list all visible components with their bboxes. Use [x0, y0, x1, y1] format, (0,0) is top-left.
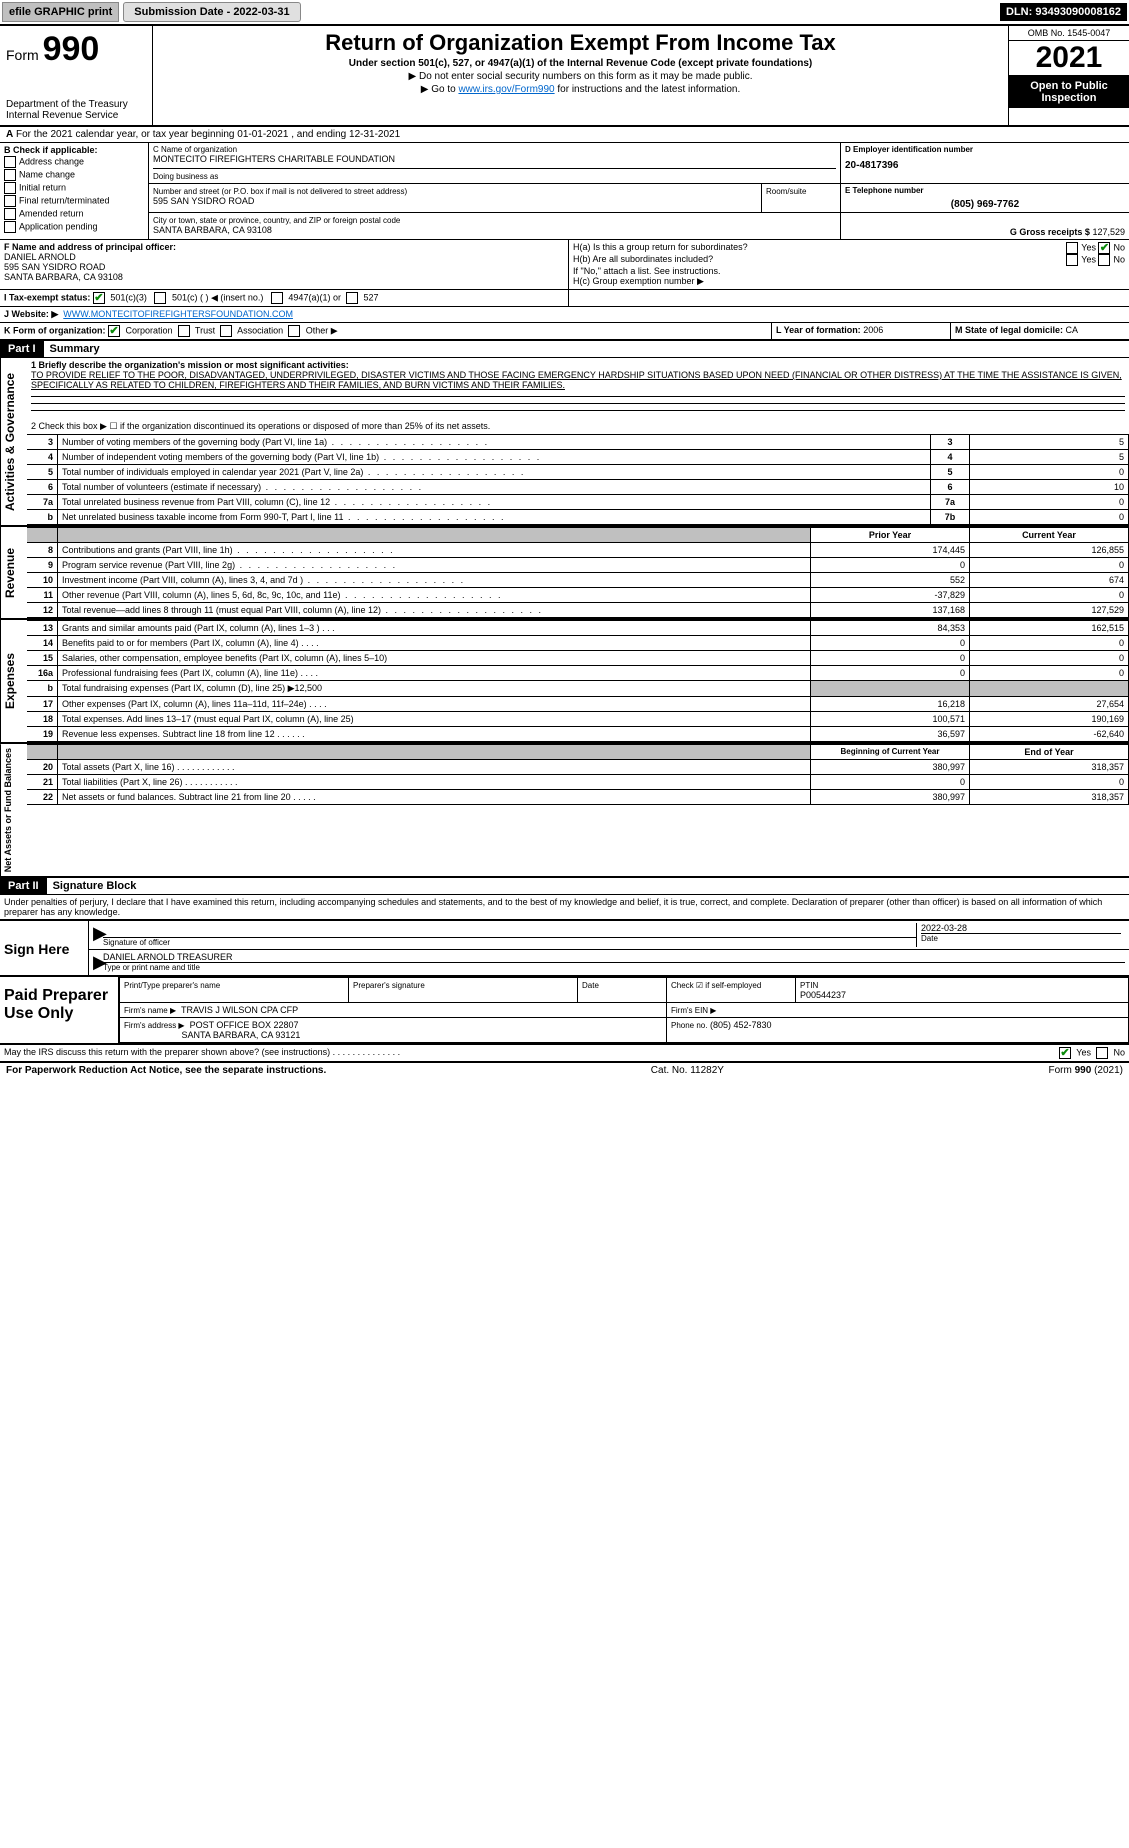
block-k-form-org: K Form of organization: Corporation Trus…: [0, 323, 772, 339]
cb-address-change[interactable]: Address change: [4, 156, 144, 168]
form-note-ssn: ▶ Do not enter social security numbers o…: [159, 71, 1002, 82]
block-c-name: C Name of organization MONTECITO FIREFIG…: [149, 143, 841, 183]
line-a-calendar-year: A For the 2021 calendar year, or tax yea…: [0, 127, 1129, 143]
cb-corporation[interactable]: [108, 325, 120, 337]
block-l-year: L Year of formation: 2006: [772, 323, 951, 339]
cb-trust[interactable]: [178, 325, 190, 337]
arrow-icon: ▶: [93, 952, 103, 973]
irs-form990-link[interactable]: www.irs.gov/Form990: [458, 84, 554, 95]
table-row: 8Contributions and grants (Part VIII, li…: [27, 543, 1129, 558]
block-g-receipts: G Gross receipts $ 127,529: [841, 213, 1129, 239]
cb-discuss-no[interactable]: [1096, 1047, 1108, 1059]
dept-treasury: Department of the Treasury: [6, 99, 146, 110]
submission-date-button[interactable]: Submission Date - 2022-03-31: [123, 2, 300, 22]
table-paid-preparer: Print/Type preparer's name Preparer's si…: [119, 977, 1129, 1043]
form-title-block: Return of Organization Exempt From Incom…: [153, 26, 1008, 125]
cb-501c[interactable]: [154, 292, 166, 304]
form-subtitle: Under section 501(c), 527, or 4947(a)(1)…: [159, 58, 1002, 69]
dln-label: DLN: 93493090008162: [1000, 3, 1127, 21]
vlabel-expenses: Expenses: [0, 620, 27, 742]
table-row: 15Salaries, other compensation, employee…: [27, 651, 1129, 666]
form-number-block: Form 990 Department of the Treasury Inte…: [0, 26, 153, 125]
table-row: 18Total expenses. Add lines 13–17 (must …: [27, 712, 1129, 727]
irs-label: Internal Revenue Service: [6, 110, 146, 121]
paid-preparer-label: Paid Preparer Use Only: [0, 977, 119, 1043]
table-row: 16aProfessional fundraising fees (Part I…: [27, 666, 1129, 681]
form-note-link: ▶ Go to www.irs.gov/Form990 for instruct…: [159, 84, 1002, 95]
table-row: 6Total number of volunteers (estimate if…: [27, 480, 1129, 495]
omb-number: OMB No. 1545-0047: [1009, 26, 1129, 41]
cb-amended-return[interactable]: Amended return: [4, 208, 144, 220]
form-title: Return of Organization Exempt From Incom…: [159, 30, 1002, 56]
sign-here-label: Sign Here: [0, 921, 89, 975]
table-row: 12Total revenue—add lines 8 through 11 (…: [27, 603, 1129, 618]
table-row: 5Total number of individuals employed in…: [27, 465, 1129, 480]
block-h: H(a) Is this a group return for subordin…: [569, 240, 1129, 289]
table-row: 13Grants and similar amounts paid (Part …: [27, 621, 1129, 636]
penalty-statement: Under penalties of perjury, I declare th…: [0, 895, 1129, 921]
table-row: 9Program service revenue (Part VIII, lin…: [27, 558, 1129, 573]
table-revenue: Prior Year Current Year 8Contributions a…: [27, 527, 1129, 618]
cb-501c3[interactable]: [93, 292, 105, 304]
cb-initial-return[interactable]: Initial return: [4, 182, 144, 194]
cb-application-pending[interactable]: Application pending: [4, 221, 144, 233]
may-irs-discuss: May the IRS discuss this return with the…: [0, 1045, 1129, 1063]
block-f-officer: F Name and address of principal officer:…: [0, 240, 569, 289]
cb-other[interactable]: [288, 325, 300, 337]
block-c-city: City or town, state or province, country…: [149, 213, 841, 239]
vlabel-activities-governance: Activities & Governance: [0, 358, 27, 525]
block-e-phone: E Telephone number (805) 969-7762: [841, 184, 1129, 212]
table-row: 21Total liabilities (Part X, line 26) . …: [27, 775, 1129, 790]
vlabel-net-assets: Net Assets or Fund Balances: [0, 744, 27, 876]
typed-name-label: Type or print name and title: [103, 962, 1125, 972]
block-j-website: J Website: ▶ WWW.MONTECITOFIREFIGHTERSFO…: [0, 307, 1129, 323]
vlabel-revenue: Revenue: [0, 527, 27, 618]
table-row: 17Other expenses (Part IX, column (A), l…: [27, 697, 1129, 712]
block-d-ein: D Employer identification number 20-4817…: [841, 143, 1129, 183]
cb-association[interactable]: [220, 325, 232, 337]
h-a-yesno: Yes No: [1066, 242, 1125, 254]
table-activities-governance: 3Number of voting members of the governi…: [27, 434, 1129, 525]
page-footer: For Paperwork Reduction Act Notice, see …: [0, 1063, 1129, 1078]
cb-527[interactable]: [346, 292, 358, 304]
table-row: 10Investment income (Part VIII, column (…: [27, 573, 1129, 588]
cb-final-return[interactable]: Final return/terminated: [4, 195, 144, 207]
h-b-yesno: Yes No: [1066, 254, 1125, 266]
table-row: 14Benefits paid to or for members (Part …: [27, 636, 1129, 651]
sig-date-value: 2022-03-28: [921, 923, 1121, 933]
tax-year: 2021: [1009, 41, 1129, 76]
table-row: 3Number of voting members of the governi…: [27, 435, 1129, 450]
line1-mission: 1 Briefly describe the organization's mi…: [27, 358, 1129, 419]
table-row: 7aTotal unrelated business revenue from …: [27, 495, 1129, 510]
table-row: bTotal fundraising expenses (Part IX, co…: [27, 681, 1129, 697]
block-m-state: M State of legal domicile: CA: [951, 323, 1129, 339]
arrow-icon: ▶: [93, 923, 103, 947]
block-i-tax-status: I Tax-exempt status: 501(c)(3) 501(c) ( …: [0, 290, 569, 306]
block-c-street: Number and street (or P.O. box if mail i…: [149, 184, 762, 212]
part-i-header: Part I Summary: [0, 341, 1129, 358]
part-ii-header: Part II Signature Block: [0, 878, 1129, 895]
cb-name-change[interactable]: Name change: [4, 169, 144, 181]
table-net-assets: Beginning of Current Year End of Year 20…: [27, 744, 1129, 805]
table-row: 20Total assets (Part X, line 16) . . . .…: [27, 760, 1129, 775]
table-row: 19Revenue less expenses. Subtract line 1…: [27, 727, 1129, 742]
sig-date-label: Date: [921, 933, 1121, 943]
table-row: 11Other revenue (Part VIII, column (A), …: [27, 588, 1129, 603]
open-to-public: Open to Public Inspection: [1009, 76, 1129, 108]
block-b: B Check if applicable: Address change Na…: [0, 143, 149, 239]
efile-topbar: efile GRAPHIC print Submission Date - 20…: [0, 0, 1129, 24]
cb-4947a1[interactable]: [271, 292, 283, 304]
typed-name: DANIEL ARNOLD TREASURER: [103, 952, 1125, 962]
sig-officer-label: Signature of officer: [103, 937, 916, 947]
website-link[interactable]: WWW.MONTECITOFIREFIGHTERSFOUNDATION.COM: [63, 309, 293, 319]
omb-year-block: OMB No. 1545-0047 2021 Open to Public In…: [1008, 26, 1129, 125]
cb-discuss-yes[interactable]: [1059, 1047, 1071, 1059]
line2-checkbox: 2 Check this box ▶ ☐ if the organization…: [27, 419, 1129, 434]
table-row: 22Net assets or fund balances. Subtract …: [27, 790, 1129, 805]
table-expenses: 13Grants and similar amounts paid (Part …: [27, 620, 1129, 742]
efile-label: efile GRAPHIC print: [2, 2, 119, 22]
table-row: bNet unrelated business taxable income f…: [27, 510, 1129, 525]
table-row: 4Number of independent voting members of…: [27, 450, 1129, 465]
block-c-room: Room/suite: [762, 184, 841, 212]
